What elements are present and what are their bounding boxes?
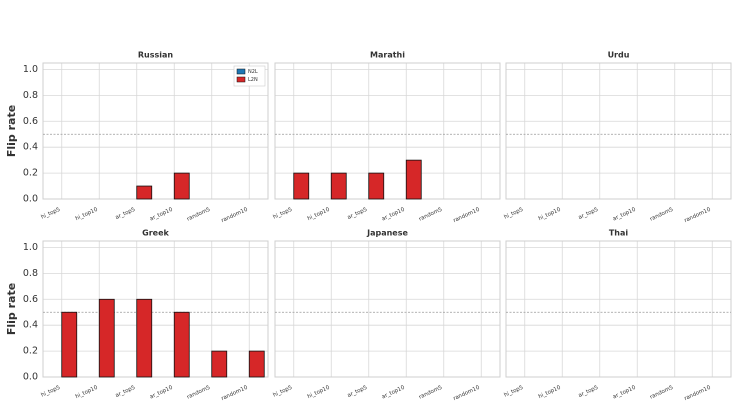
legend-label: N2L: [248, 69, 258, 75]
y-axis-label: Flip rate: [5, 283, 18, 335]
x-tick-label: ar_top5: [347, 385, 369, 399]
x-tick-label: random10: [684, 385, 713, 403]
x-tick-label: ar_top10: [149, 207, 174, 223]
legend-swatch: [236, 68, 246, 75]
x-tick-label: ar_top5: [578, 207, 600, 221]
x-tick-label: ar_top10: [381, 207, 406, 223]
x-tick-label: hi_top10: [75, 207, 100, 223]
subplot-title: Japanese: [366, 229, 408, 238]
plot-frame: [42, 240, 269, 378]
x-tick-label: random10: [221, 207, 250, 225]
x-tick-label: random5: [649, 385, 674, 401]
x-tick-label: random5: [186, 207, 211, 223]
subplot-title: Russian: [138, 51, 174, 60]
x-tick-label: random10: [453, 385, 482, 403]
y-tick-label: 1.0: [23, 242, 38, 253]
y-tick-label: 0.8: [23, 90, 38, 101]
bar: [136, 298, 153, 378]
x-tick-label: ar_top10: [612, 207, 637, 223]
subplot-title: Greek: [142, 229, 169, 238]
y-axis-label: Flip rate: [5, 105, 18, 157]
y-tick-label: 0.2: [23, 168, 38, 179]
plot-frame: [505, 62, 732, 200]
plot-frame: [42, 62, 269, 200]
x-tick-label: ar_top10: [612, 385, 637, 401]
subplot-title: Urdu: [608, 51, 630, 60]
bar: [98, 298, 115, 378]
legend-swatch: [236, 76, 246, 83]
y-tick-label: 0.8: [23, 268, 38, 279]
x-tick-label: hi_top10: [538, 385, 563, 401]
bar: [330, 172, 347, 200]
bar: [136, 185, 153, 200]
y-tick-label: 0.2: [23, 346, 38, 357]
y-tick-label: 0.0: [23, 372, 38, 383]
x-tick-label: hi_top10: [538, 207, 563, 223]
plot-frame: [274, 62, 501, 200]
x-tick-label: random10: [453, 207, 482, 225]
x-tick-label: hi_top5: [40, 385, 61, 399]
y-tick-label: 0.4: [23, 142, 38, 153]
x-tick-label: random5: [649, 207, 674, 223]
x-tick-label: ar_top10: [149, 385, 174, 401]
x-tick-label: random5: [418, 207, 443, 223]
x-tick-label: random5: [186, 385, 211, 401]
x-tick-label: hi_top5: [40, 207, 61, 221]
x-tick-label: hi_top5: [503, 207, 524, 221]
x-tick-label: ar_top5: [347, 207, 369, 221]
bar: [211, 350, 228, 378]
plot-frame: [274, 240, 501, 378]
bar: [173, 311, 190, 378]
x-tick-label: hi_top10: [307, 385, 332, 401]
x-tick-label: ar_top5: [115, 385, 137, 399]
legend-label: L2N: [248, 77, 258, 83]
y-tick-label: 0.0: [23, 194, 38, 205]
bar: [61, 311, 78, 378]
bar: [405, 159, 422, 200]
x-tick-label: random10: [221, 385, 250, 403]
subplot-title: Thai: [609, 229, 629, 238]
y-tick-label: 0.4: [23, 320, 38, 331]
x-tick-label: ar_top5: [115, 207, 137, 221]
bar: [368, 172, 385, 200]
subplot-title: Marathi: [370, 51, 405, 60]
x-tick-label: random5: [418, 385, 443, 401]
y-tick-label: 0.6: [23, 294, 38, 305]
x-tick-label: ar_top5: [578, 385, 600, 399]
x-tick-label: ar_top10: [381, 385, 406, 401]
x-tick-label: hi_top10: [307, 207, 332, 223]
bar: [293, 172, 310, 200]
x-tick-label: random10: [684, 207, 713, 225]
x-tick-label: hi_top5: [272, 207, 293, 221]
x-tick-label: hi_top5: [272, 385, 293, 399]
x-tick-label: hi_top10: [75, 385, 100, 401]
y-tick-label: 1.0: [23, 64, 38, 75]
plot-frame: [505, 240, 732, 378]
bar: [248, 350, 265, 378]
y-tick-label: 0.6: [23, 116, 38, 127]
bar: [173, 172, 190, 200]
x-tick-label: hi_top5: [503, 385, 524, 399]
